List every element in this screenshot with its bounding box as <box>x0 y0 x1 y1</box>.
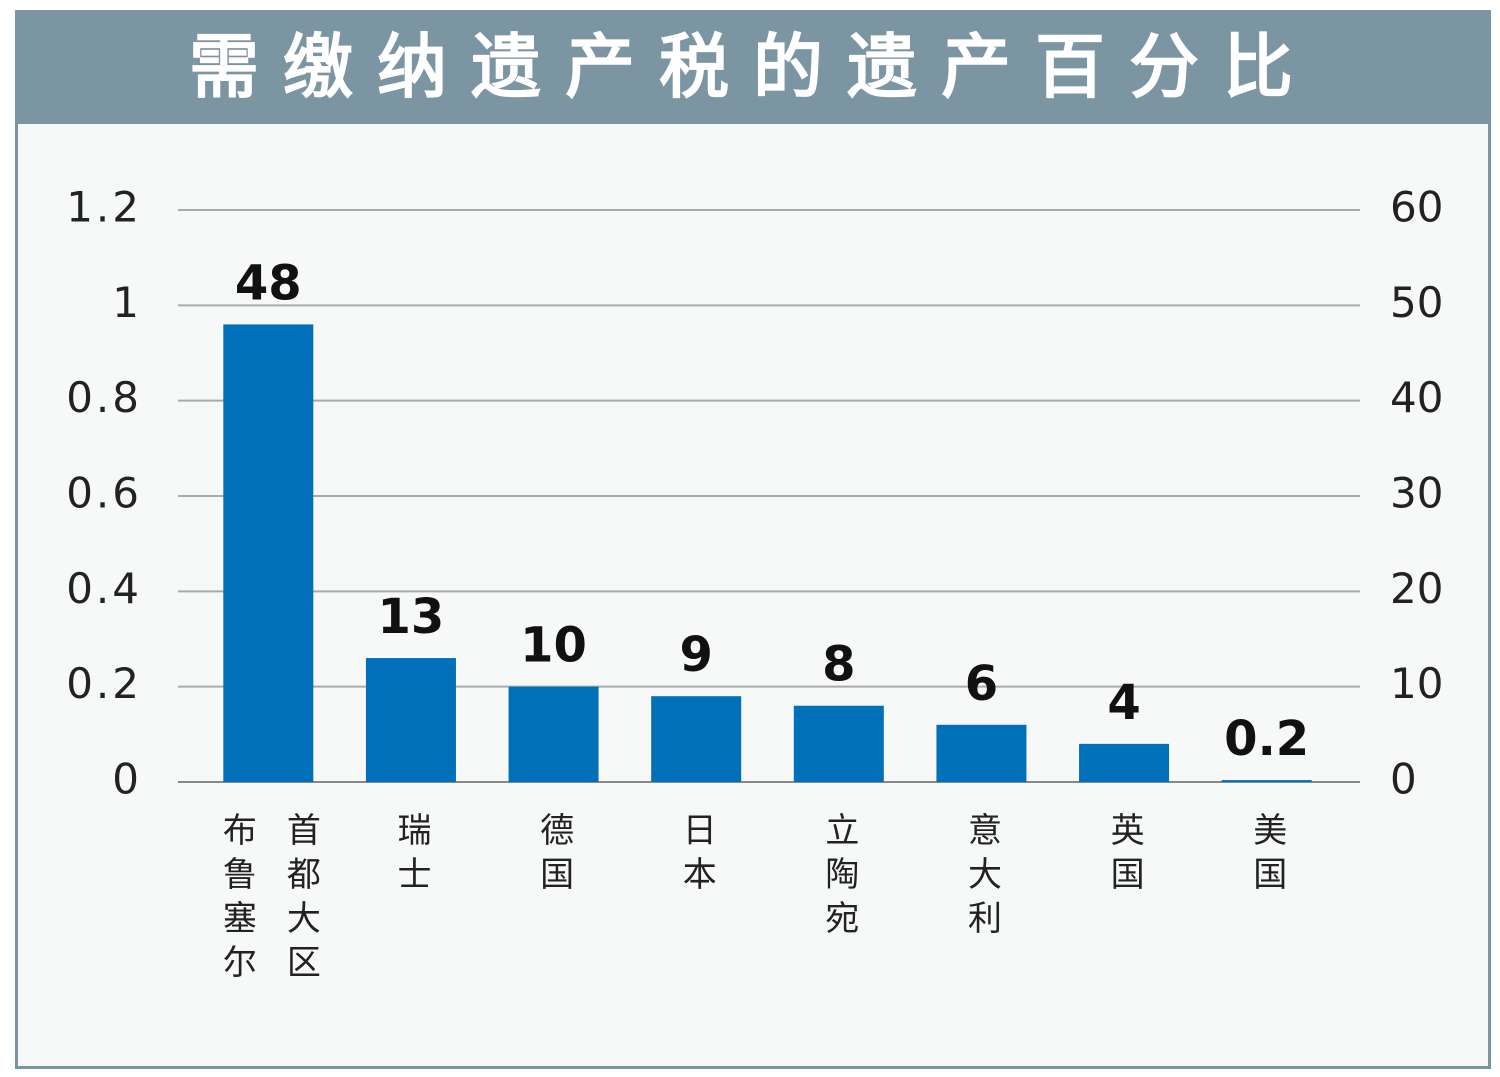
y2-tick-label: 40 <box>1390 373 1443 422</box>
y-tick-label: 0.8 <box>66 373 142 422</box>
bar <box>793 705 884 782</box>
x-tick-label: 德国 <box>533 812 574 900</box>
value-label: 48 <box>235 255 302 311</box>
bar <box>651 696 742 782</box>
x-tick-label: 瑞士 <box>390 812 431 900</box>
x-tick-label: 英国 <box>1104 812 1145 900</box>
bar <box>936 724 1027 782</box>
bar <box>365 658 456 782</box>
y2-tick-label: 30 <box>1390 469 1443 518</box>
value-label: 6 <box>965 656 998 712</box>
chart-title: 需缴纳遗产税的遗产百分比 <box>189 26 1317 108</box>
bar <box>508 686 599 782</box>
y-tick-label: 1 <box>112 278 142 327</box>
y2-tick-label: 20 <box>1390 564 1443 613</box>
value-label: 10 <box>520 618 587 674</box>
y2-tick-label: 50 <box>1390 278 1443 327</box>
value-label: 0.2 <box>1224 711 1309 767</box>
y2-tick-label: 10 <box>1390 659 1443 708</box>
value-label: 8 <box>822 637 855 693</box>
x-tick-label: 布鲁塞尔首都大区 <box>216 812 321 988</box>
y2-tick-label: 0 <box>1390 755 1417 804</box>
y2-tick-label: 60 <box>1390 183 1443 232</box>
y-tick-label: 1.2 <box>66 183 142 232</box>
x-tick-label: 意大利 <box>961 812 1002 944</box>
bar <box>1079 743 1170 782</box>
header-band <box>15 10 1491 124</box>
value-label: 13 <box>378 589 445 645</box>
y-tick-label: 0.4 <box>66 564 142 613</box>
bar <box>223 324 314 782</box>
y-tick-label: 0.2 <box>66 659 142 708</box>
x-tick-label: 美国 <box>1246 812 1287 900</box>
bar <box>1221 780 1312 782</box>
x-tick-label: 日本 <box>676 812 717 900</box>
x-tick-label: 立陶宛 <box>818 812 859 944</box>
y-tick-label: 0.6 <box>66 469 142 518</box>
y-tick-label: 0 <box>112 755 142 804</box>
value-label: 4 <box>1107 675 1140 731</box>
value-label: 9 <box>679 627 712 683</box>
